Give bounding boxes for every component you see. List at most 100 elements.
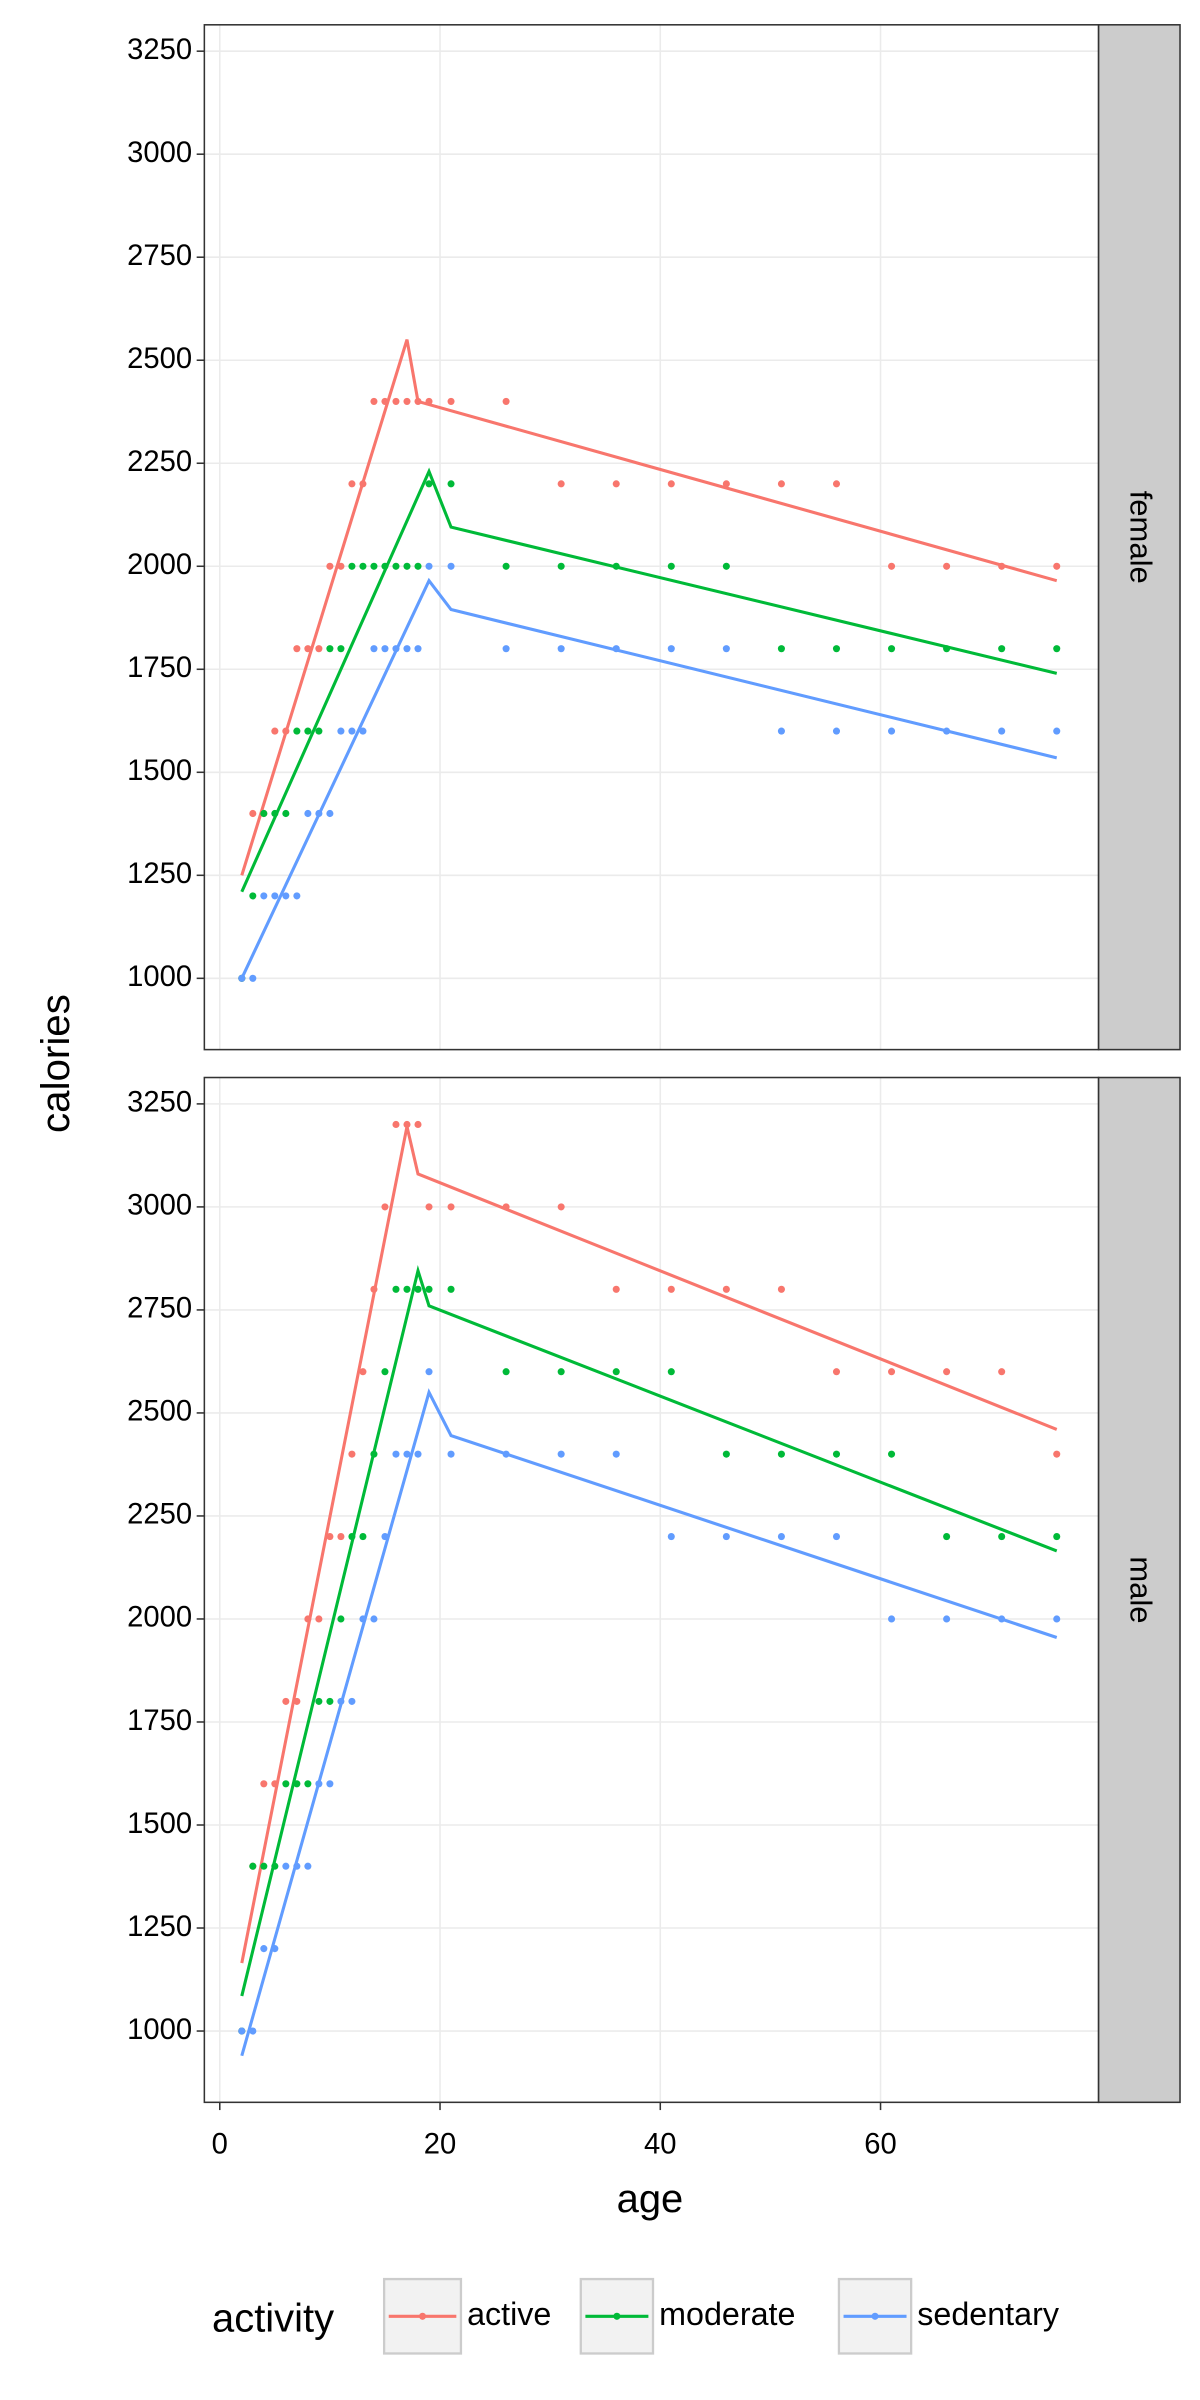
- fit-line: [240, 577, 1058, 979]
- point: [447, 397, 455, 405]
- point: [667, 562, 675, 570]
- point: [282, 809, 290, 818]
- panel-background: [204, 24, 1099, 1050]
- point: [392, 562, 400, 570]
- point: [777, 1532, 785, 1541]
- point: [260, 1780, 268, 1788]
- y-tick-label: 2500: [127, 342, 192, 375]
- point: [667, 645, 675, 653]
- point: [348, 1450, 356, 1458]
- point: [326, 1780, 334, 1788]
- point: [557, 1203, 565, 1211]
- y-tick-label: 1500: [127, 754, 192, 787]
- point: [425, 562, 433, 570]
- point: [667, 480, 675, 488]
- point: [370, 1285, 378, 1293]
- y-tick-label: 1000: [127, 960, 192, 993]
- point: [557, 1450, 565, 1458]
- point: [315, 645, 323, 653]
- point: [722, 1450, 730, 1458]
- point: [370, 562, 378, 570]
- point: [414, 1450, 422, 1458]
- y-tick-label: 2250: [127, 445, 192, 478]
- point: [414, 645, 422, 653]
- point: [667, 1285, 675, 1293]
- point: [1053, 1450, 1061, 1458]
- point: [414, 562, 422, 570]
- point: [271, 1780, 279, 1788]
- point: [502, 1203, 510, 1211]
- point: [293, 892, 301, 900]
- y-tick-label: 1250: [127, 857, 192, 890]
- point: [403, 1120, 411, 1129]
- point: [414, 1285, 422, 1293]
- point: [832, 727, 841, 735]
- point: [612, 480, 620, 488]
- point: [777, 480, 785, 488]
- point: [271, 809, 279, 818]
- point: [260, 1945, 268, 1953]
- point: [403, 562, 411, 570]
- point: [722, 1285, 730, 1293]
- point: [337, 562, 345, 570]
- point: [557, 562, 565, 570]
- point: [304, 1615, 312, 1623]
- point: [612, 1450, 620, 1458]
- point: [888, 562, 896, 570]
- facet-strip: [1097, 24, 1181, 1051]
- point: [271, 892, 279, 900]
- point: [238, 974, 246, 982]
- point: [832, 1450, 841, 1458]
- point: [348, 727, 356, 735]
- point: [998, 1368, 1006, 1376]
- point: [502, 1368, 510, 1376]
- point: [282, 1862, 290, 1870]
- point: [304, 809, 312, 818]
- point: [832, 1532, 841, 1541]
- point: [425, 1368, 433, 1376]
- point: [425, 1285, 433, 1293]
- point: [381, 645, 389, 653]
- point: [271, 1945, 279, 1953]
- point: [998, 645, 1006, 653]
- point: [392, 645, 400, 653]
- point: [447, 1203, 455, 1211]
- point: [1053, 1532, 1061, 1541]
- point: [282, 727, 290, 735]
- point: [348, 480, 356, 488]
- point: [381, 1203, 389, 1211]
- point: [502, 397, 510, 405]
- point: [557, 645, 565, 653]
- point: [403, 1450, 411, 1458]
- point: [722, 645, 730, 653]
- point: [326, 1697, 334, 1705]
- panel-background: [204, 1077, 1099, 2103]
- point: [392, 1120, 400, 1129]
- point: [304, 1780, 312, 1788]
- point: [370, 645, 378, 653]
- point: [447, 1450, 455, 1458]
- point: [271, 727, 279, 735]
- point: [359, 1615, 367, 1623]
- y-tick-label: 3250: [127, 33, 192, 66]
- point: [359, 562, 367, 570]
- point: [447, 480, 455, 488]
- point: [282, 892, 290, 900]
- point: [326, 1532, 334, 1541]
- point: [249, 1862, 257, 1870]
- point: [348, 1697, 356, 1705]
- point: [722, 1532, 730, 1541]
- legend-point: [613, 2312, 621, 2320]
- point: [249, 974, 257, 982]
- point: [337, 1532, 345, 1541]
- legend-label: active: [467, 2296, 551, 2332]
- facet-label: female: [1123, 491, 1158, 584]
- point: [337, 1615, 345, 1623]
- y-tick-label: 3250: [127, 1086, 192, 1119]
- point: [414, 1120, 422, 1129]
- y-axis-label: calories: [33, 994, 78, 1133]
- point: [447, 1285, 455, 1293]
- point: [249, 892, 257, 900]
- point: [943, 645, 951, 653]
- point: [381, 1368, 389, 1376]
